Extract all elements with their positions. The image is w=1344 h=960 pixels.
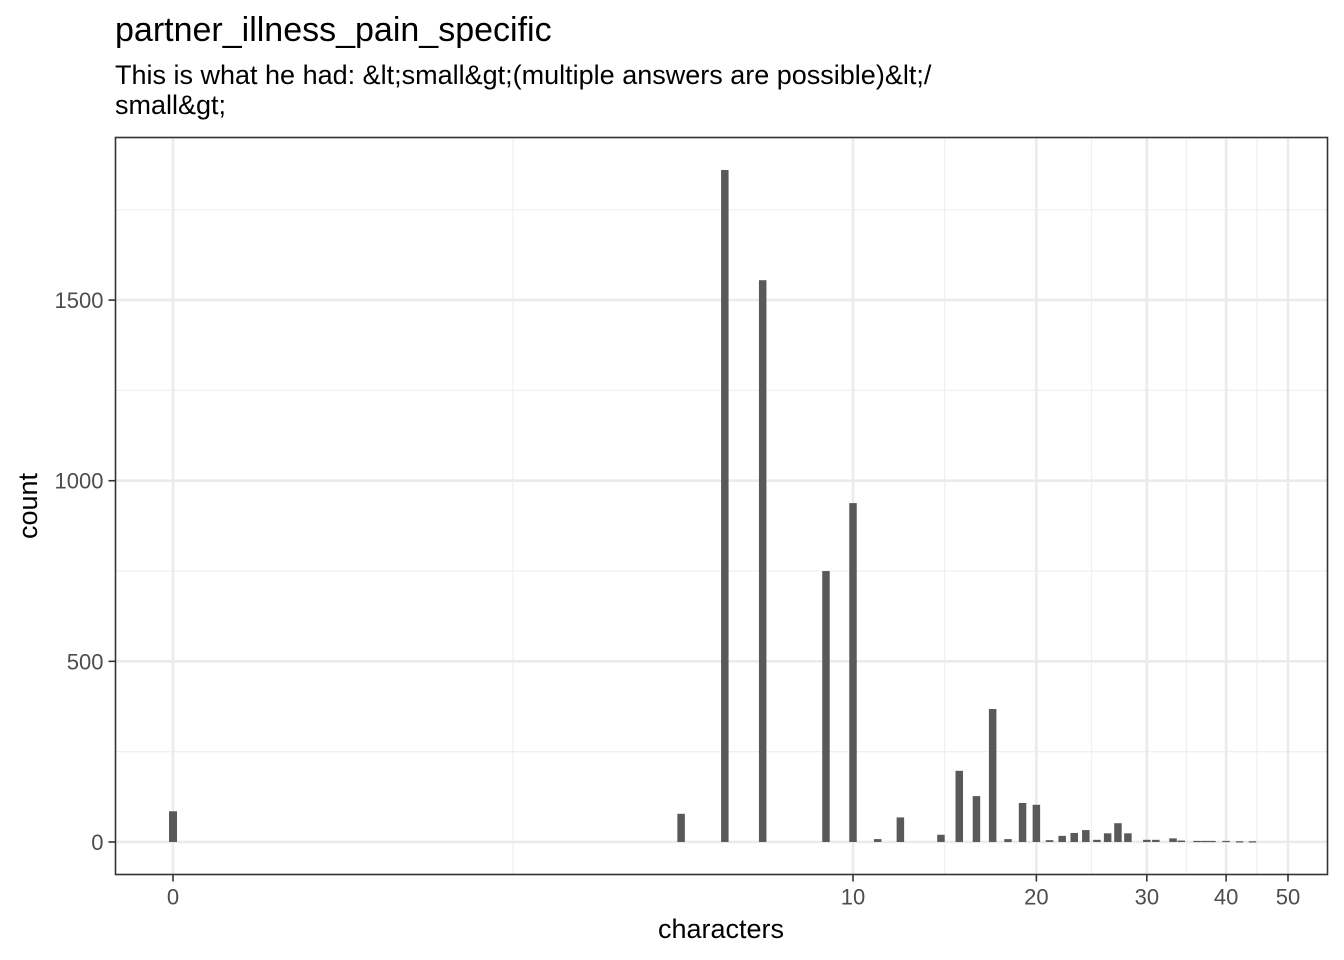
bar	[896, 817, 905, 842]
bar	[1103, 833, 1112, 842]
x-tick-label: 10	[841, 885, 865, 910]
bar	[721, 170, 729, 842]
bar	[849, 503, 857, 842]
bar	[873, 839, 882, 842]
x-axis: 0 10 20 30 40 50	[167, 874, 1300, 910]
y-tick-label: 0	[91, 830, 103, 855]
bar	[1177, 840, 1185, 842]
bar	[169, 811, 177, 842]
bar	[1124, 833, 1132, 842]
bar	[1200, 840, 1209, 843]
bar	[1169, 838, 1177, 842]
chart-title: partner_illness_pain_specific	[115, 11, 552, 49]
x-axis-title: characters	[658, 914, 784, 944]
bar	[1082, 830, 1090, 842]
bar	[1004, 839, 1012, 842]
bar	[1143, 839, 1151, 842]
bar	[677, 813, 685, 842]
bar	[1248, 841, 1257, 843]
y-tick-label: 500	[67, 649, 104, 674]
bar	[822, 571, 830, 842]
chart-subtitle-line-1: This is what he had: &lt;small&gt;(multi…	[115, 60, 932, 90]
bar	[1093, 839, 1101, 842]
bar	[1032, 804, 1041, 842]
bars	[169, 170, 1257, 843]
bar	[1222, 840, 1230, 843]
x-tick-label: 0	[167, 885, 179, 910]
bar	[1193, 840, 1201, 843]
plot-panel-border	[114, 136, 1329, 876]
x-tick-label: 50	[1276, 885, 1300, 910]
bar	[1235, 841, 1244, 843]
x-tick-label: 20	[1024, 885, 1048, 910]
bar	[758, 280, 767, 842]
bar	[972, 796, 981, 842]
bar	[1058, 835, 1066, 842]
bar	[1208, 840, 1216, 843]
bar	[1070, 832, 1078, 842]
y-axis-title: count	[13, 472, 43, 539]
bar	[1045, 840, 1054, 842]
bar	[1152, 839, 1160, 842]
y-axis: 0 500 1000 1500	[55, 288, 116, 855]
x-tick-label: 40	[1214, 885, 1238, 910]
chart-subtitle-line-2: small&gt;	[115, 90, 226, 120]
y-tick-label: 1500	[55, 288, 104, 313]
y-tick-label: 1000	[55, 469, 104, 494]
bar	[1114, 823, 1122, 842]
bar	[988, 709, 997, 842]
bar	[937, 834, 945, 842]
bar	[955, 770, 964, 842]
x-tick-label: 30	[1135, 885, 1159, 910]
bar	[1018, 802, 1027, 842]
